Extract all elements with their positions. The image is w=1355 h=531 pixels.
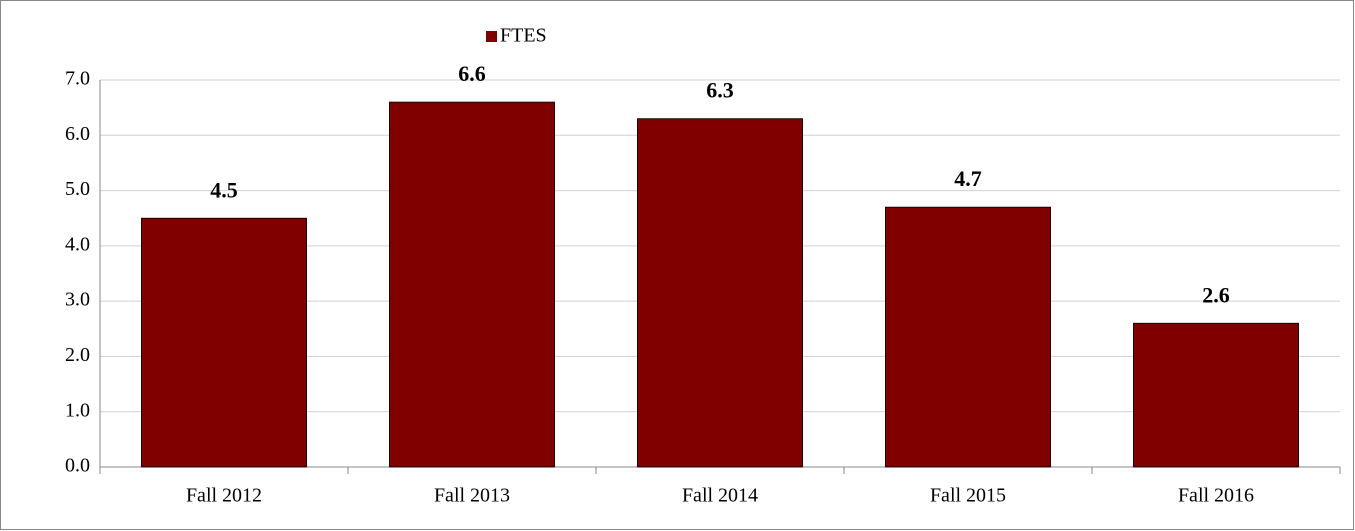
y-tick-label: 4.0 [65,233,90,255]
bar [885,206,1051,468]
y-tick-label: 3.0 [65,289,90,311]
bar [141,217,307,468]
value-label: 4.5 [210,177,238,202]
value-label: 6.6 [458,61,486,86]
bar [637,118,803,468]
bar [1133,322,1299,468]
x-tick-label: Fall 2013 [434,485,510,507]
x-tick-label: Fall 2014 [682,485,758,507]
x-tick-label: Fall 2012 [186,485,262,507]
y-tick-label: 7.0 [65,68,90,90]
value-label: 4.7 [954,166,982,191]
y-tick-label: 2.0 [65,344,90,366]
y-tick-label: 6.0 [65,123,90,145]
y-tick-label: 0.0 [65,455,90,477]
x-tick-label: Fall 2015 [930,485,1006,507]
y-tick-label: 1.0 [65,399,90,421]
value-label: 6.3 [706,78,734,103]
value-label: 2.6 [1202,282,1230,307]
legend-label: FTES [500,25,547,47]
bar [389,101,555,468]
x-tick-label: Fall 2016 [1178,485,1254,507]
y-tick-label: 5.0 [65,178,90,200]
legend-swatch [486,31,497,42]
